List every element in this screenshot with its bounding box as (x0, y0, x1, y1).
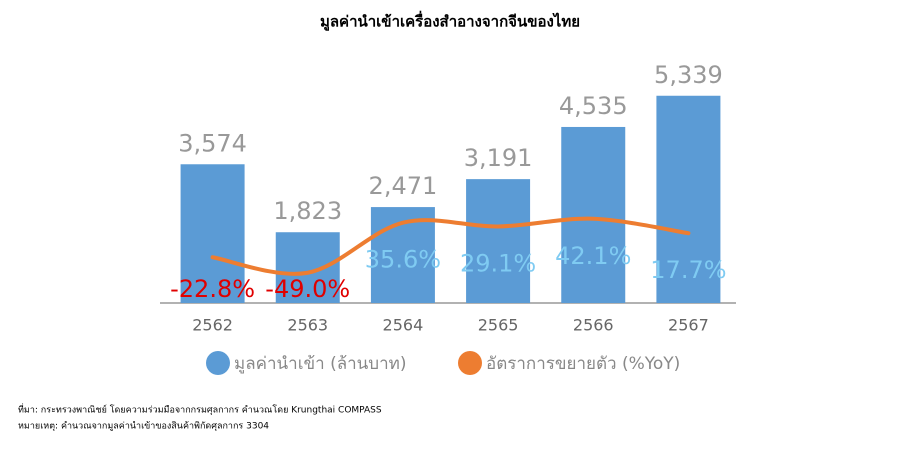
x-tick-label: 2566 (573, 316, 614, 335)
source-note: ที่มา: กระทรวงพาณิชย์ โดยความร่วมมือจากก… (18, 403, 382, 416)
x-tick-label: 2564 (383, 316, 424, 335)
bar (466, 179, 531, 303)
legend-label: อัตราการขยายตัว (%YoY) (486, 354, 680, 374)
x-tick-label: 2563 (287, 316, 328, 335)
legend-marker (206, 351, 230, 375)
bar (656, 95, 721, 303)
remark-note: หมายเหตุ: คำนวณจากมูลค่านำเข้าของสินค้าพ… (18, 421, 269, 432)
legend-marker (458, 351, 482, 375)
bar-value-label: 2,471 (369, 172, 438, 200)
bar-value-label: 5,339 (654, 61, 723, 89)
bar-value-label: 4,535 (559, 92, 628, 120)
line-value-label: 17.7% (650, 256, 726, 284)
bar (561, 126, 626, 303)
line-value-label: 42.1% (555, 242, 631, 270)
line-value-label: 29.1% (460, 249, 536, 277)
line (210, 216, 691, 276)
line-value-label: -22.8% (170, 275, 255, 303)
line-value-label: -49.0% (265, 275, 350, 303)
x-tick-label: 2567 (668, 316, 709, 335)
chart-title: มูลค่านำเข้าเครื่องสำอางจากจีนของไทย (320, 11, 580, 32)
legend-label: มูลค่านำเข้า (ล้านบาท) (234, 354, 406, 374)
x-tick-label: 2562 (192, 316, 233, 335)
bar (180, 164, 245, 303)
bar-value-label: 3,574 (178, 129, 247, 157)
x-tick-label: 2565 (478, 316, 519, 335)
bar-value-label: 3,191 (464, 144, 533, 172)
bar-value-label: 1,823 (273, 197, 342, 225)
line-value-label: 35.6% (365, 246, 441, 274)
bar (275, 232, 340, 303)
